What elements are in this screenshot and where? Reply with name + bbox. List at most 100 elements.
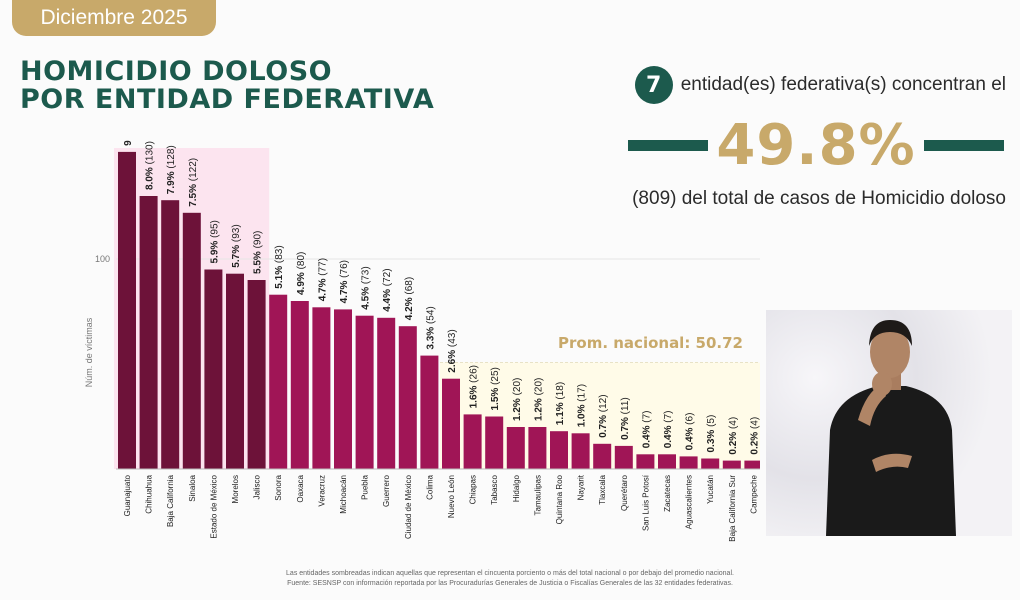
percent-label: 1.6% <box>469 383 480 409</box>
bar <box>118 151 136 469</box>
percent-label: 4.5% <box>361 284 372 310</box>
category-label: Veracruz <box>317 475 326 507</box>
percent-label: 0.4% <box>663 423 674 449</box>
data-label: 7.9% (128) <box>166 145 177 194</box>
category-label: Querétaro <box>620 474 629 511</box>
bar <box>182 212 201 470</box>
percent-label: 0.7% <box>598 412 609 438</box>
data-label: 0.4% (6) <box>685 413 696 451</box>
category-label: Puebla <box>361 474 370 499</box>
percent-label: 9.3% <box>123 140 134 146</box>
interpreter-figure <box>826 320 956 536</box>
data-label: 5.1% (83) <box>274 245 285 288</box>
category-label: Campeche <box>749 474 758 513</box>
count-label: (122) <box>188 158 199 181</box>
count-label: (90) <box>253 231 264 249</box>
bar <box>139 196 158 469</box>
count-label: (7) <box>641 410 652 422</box>
category-label: Quintana Roo <box>555 474 564 524</box>
data-label: 0.2% (4) <box>749 417 760 455</box>
footnote-line-2: Fuente: SESNSP con información reportada… <box>287 580 733 587</box>
bar <box>744 460 760 469</box>
count-label: (43) <box>447 329 458 347</box>
bar <box>679 456 698 469</box>
bar <box>204 269 223 469</box>
page-title: HOMICIDIO DOLOSO POR ENTIDAD FEDERATIVA <box>20 58 434 114</box>
count-label: (4) <box>749 417 760 429</box>
category-label: Morelos <box>231 475 240 503</box>
category-label: Tabasco <box>490 474 499 504</box>
bar <box>528 427 547 469</box>
count-label: (26) <box>469 365 480 383</box>
percent-label: 5.1% <box>274 263 285 289</box>
bar <box>290 301 309 469</box>
category-label: Tamaulipas <box>533 475 542 515</box>
data-label: 1.6% (26) <box>469 365 480 408</box>
bar <box>571 433 590 469</box>
data-label: 2.6% (43) <box>447 329 458 372</box>
count-label: (76) <box>339 260 350 278</box>
percent-value: 49.8% <box>716 112 916 178</box>
count-label: (7) <box>663 410 674 422</box>
average-label: Prom. nacional: 50.72 <box>558 334 743 352</box>
data-label: 1.1% (18) <box>555 382 566 425</box>
category-label: Ciudad de México <box>404 474 413 539</box>
percent-label: 0.4% <box>685 425 696 451</box>
bar <box>312 307 331 469</box>
percent-label: 8.0% <box>145 164 156 190</box>
count-label: (11) <box>620 397 631 414</box>
percent-row: 49.8% <box>628 110 1004 180</box>
category-label: San Luis Potosí <box>641 474 650 531</box>
percent-label: 4.9% <box>296 269 307 295</box>
count-label: (95) <box>209 220 220 238</box>
title-line-2: POR ENTIDAD FEDERATIVA <box>20 84 435 115</box>
percent-label: 4.7% <box>339 278 350 304</box>
count-label: (12) <box>598 394 609 412</box>
percent-label: 4.4% <box>382 286 393 312</box>
data-label: 0.7% (12) <box>598 394 609 437</box>
count-label: (93) <box>231 224 242 242</box>
count-label: (77) <box>317 258 328 276</box>
bar <box>398 326 417 469</box>
category-label: Nuevo León <box>447 475 456 518</box>
count-label: (130) <box>145 141 156 164</box>
data-label: 4.4% (72) <box>382 268 393 311</box>
percent-label: 5.5% <box>253 248 264 274</box>
category-label: Baja California Sur <box>728 475 737 542</box>
count-label: (73) <box>361 266 372 284</box>
category-label: Hidalgo <box>512 474 521 502</box>
percent-label: 1.5% <box>490 385 501 411</box>
bar <box>722 460 741 469</box>
category-label: Chiapas <box>469 475 478 504</box>
bar <box>593 443 612 469</box>
bar <box>377 317 396 469</box>
percent-label: 3.3% <box>425 324 436 350</box>
category-label: Aguascalientes <box>685 475 694 529</box>
data-label: 5.9% (95) <box>209 220 220 263</box>
count-label: (128) <box>166 145 177 168</box>
data-label: 9.3% (151) <box>123 140 134 146</box>
summary-text-1: entidad(es) federativa(s) concentran el <box>680 74 1006 95</box>
count-label: (4) <box>728 417 739 429</box>
bar <box>485 416 504 469</box>
percent-label: 5.7% <box>231 242 242 268</box>
data-label: 0.3% (5) <box>706 415 717 453</box>
count-label: (83) <box>274 245 285 263</box>
footnote-line-1: Las entidades sombreadas indican aquella… <box>286 570 734 577</box>
percent-label: 4.2% <box>404 295 415 321</box>
bar <box>161 200 180 469</box>
data-label: 4.7% (76) <box>339 260 350 303</box>
y-tick-label: 100 <box>95 254 110 264</box>
left-rule <box>628 139 709 151</box>
percent-label: 1.1% <box>555 400 566 426</box>
percent-label: 1.2% <box>533 395 544 421</box>
category-label: Sonora <box>274 474 283 500</box>
bar <box>420 355 439 469</box>
percent-label: 0.2% <box>728 429 739 455</box>
category-label: Chihuahua <box>145 474 154 513</box>
count-label: (6) <box>685 413 696 425</box>
sign-language-interpreter <box>766 310 1012 536</box>
bar <box>550 431 568 469</box>
summary-line-1: 7 entidad(es) federativa(s) concentran e… <box>606 66 1006 104</box>
